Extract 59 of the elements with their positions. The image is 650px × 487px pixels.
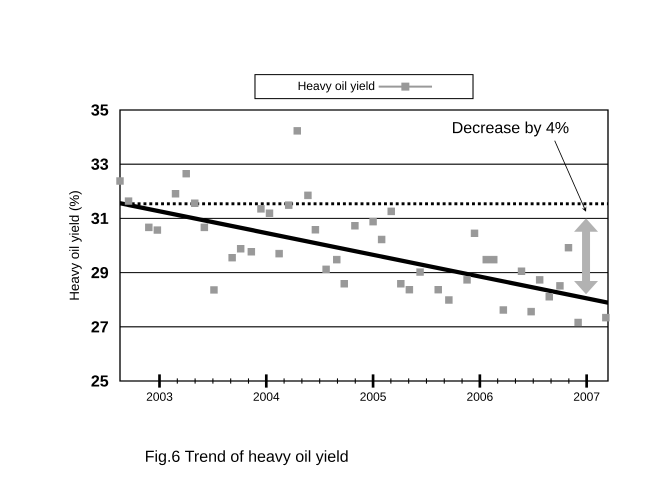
point	[116, 177, 124, 185]
y-tick-label: 25	[91, 375, 108, 387]
point	[602, 314, 610, 322]
caption: Fig.6 Trend of heavy oil yield	[146, 450, 348, 466]
point	[154, 226, 162, 234]
point	[490, 256, 498, 264]
point	[191, 199, 198, 207]
point	[434, 286, 442, 294]
point	[340, 280, 348, 288]
point	[257, 205, 265, 213]
y-axis-title: Heavy oil yield (%)	[69, 191, 82, 300]
x-tick-label: 2005	[360, 392, 386, 401]
point	[556, 282, 564, 290]
point	[284, 201, 292, 209]
point	[322, 266, 330, 274]
point	[294, 127, 301, 135]
point	[275, 250, 283, 258]
point	[145, 224, 153, 232]
point	[564, 244, 572, 252]
point	[527, 308, 535, 316]
point	[416, 268, 424, 276]
point	[518, 268, 526, 275]
point	[304, 192, 312, 200]
point	[312, 226, 320, 234]
point	[500, 306, 508, 314]
point	[406, 286, 414, 294]
point	[124, 197, 132, 205]
y-tick-label: 29	[91, 266, 108, 278]
point	[333, 256, 341, 264]
point	[574, 318, 582, 326]
point	[387, 208, 395, 216]
x-tick-label: 2007	[574, 392, 600, 401]
y-tick-label: 27	[91, 321, 108, 332]
point	[369, 218, 377, 226]
point	[536, 276, 544, 284]
point	[397, 280, 405, 288]
y-tick-label: 35	[91, 104, 108, 116]
point	[236, 245, 244, 252]
point	[546, 292, 554, 300]
y-tick-label: 31	[91, 212, 108, 224]
x-tick-label: 2003	[146, 392, 172, 401]
point	[378, 236, 386, 244]
point	[445, 296, 453, 304]
point	[482, 256, 490, 264]
x-tick-label: 2006	[467, 392, 493, 401]
point	[266, 210, 274, 217]
point	[172, 190, 180, 198]
point	[210, 286, 218, 294]
legend-label: Heavy oil yield	[298, 81, 374, 92]
point	[248, 248, 256, 256]
point	[463, 276, 471, 284]
annotation: Decrease by 4%	[453, 122, 568, 136]
point	[351, 222, 359, 230]
y-tick-label: 33	[91, 158, 108, 170]
point	[470, 230, 478, 238]
point	[228, 254, 236, 262]
point	[182, 170, 190, 178]
point	[200, 224, 208, 232]
x-tick-label: 2004	[254, 392, 280, 401]
